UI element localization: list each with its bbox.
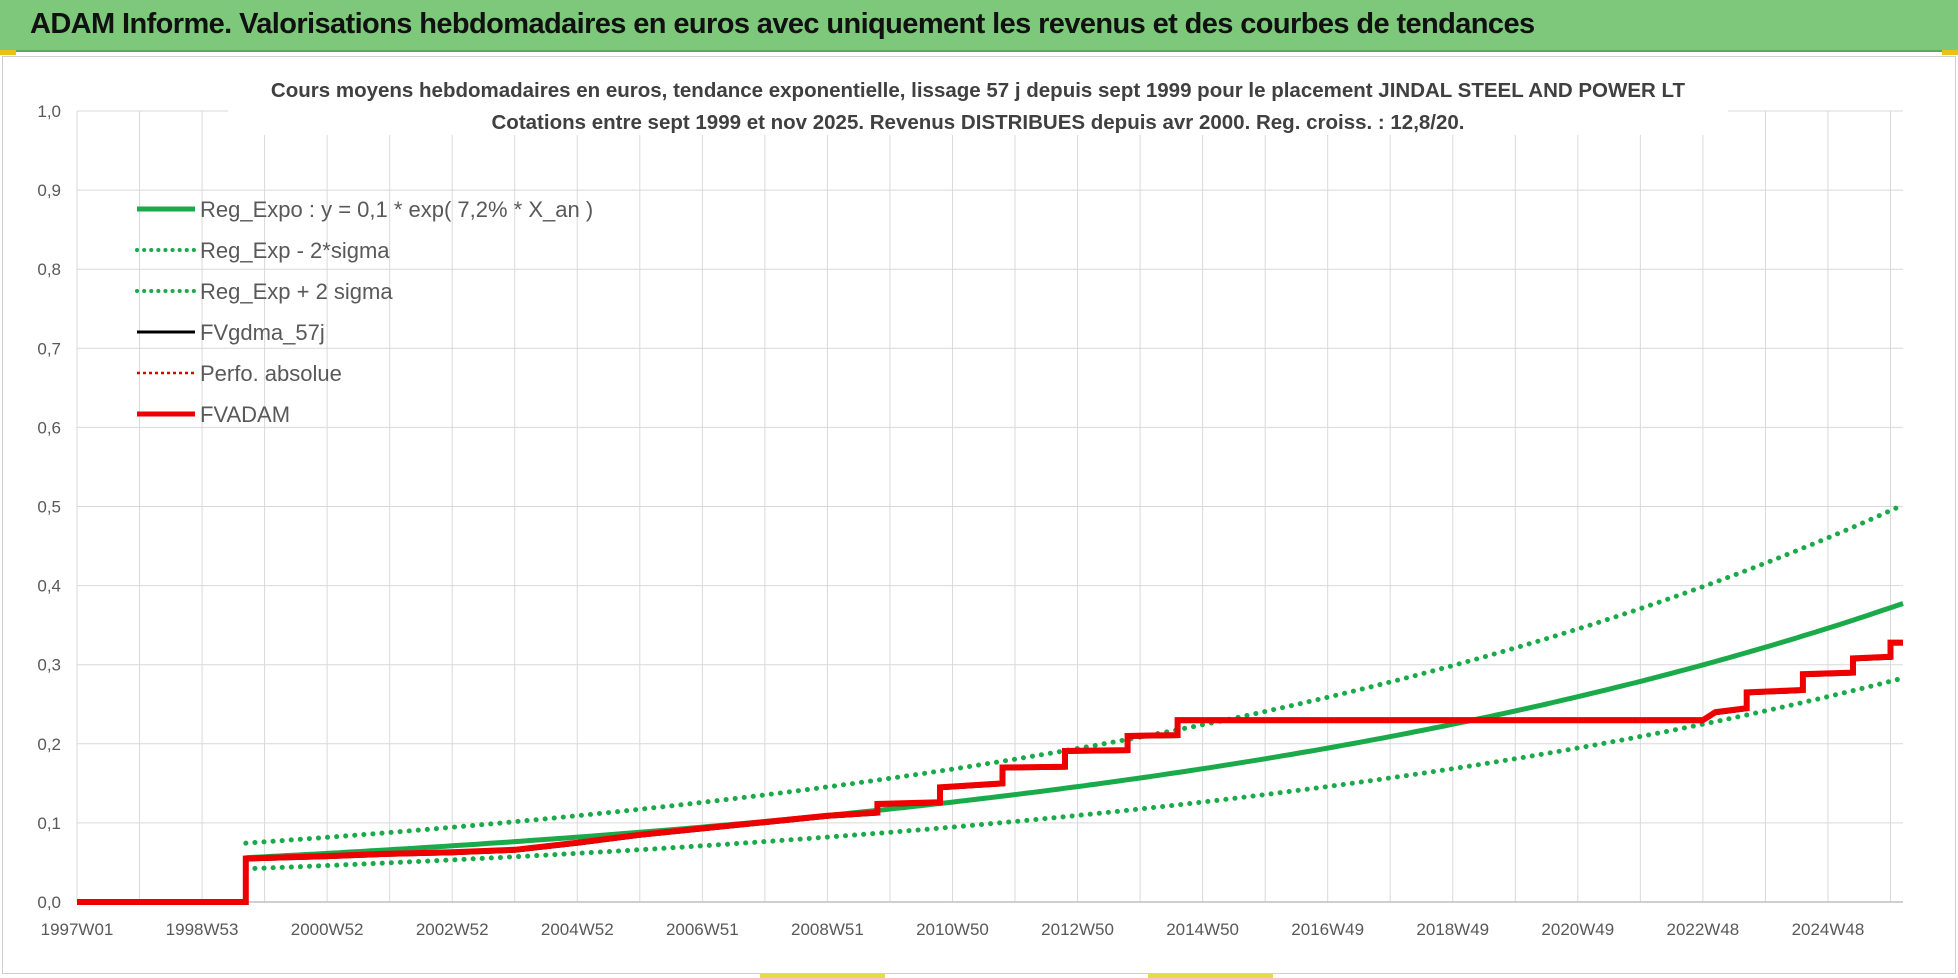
legend-item: Reg_Expo : y = 0,1 * exp( 7,2% * X_an ) [137,197,593,222]
y-tick-label: 0,3 [37,656,61,675]
y-tick-label: 0,8 [37,260,61,279]
legend-label: Perfo. absolue [200,361,342,386]
chart-title-line1: Cours moyens hebdomadaires en euros, ten… [271,79,1686,102]
y-tick-label: 0,4 [37,577,61,596]
title-background [228,71,1728,135]
legend-label: Reg_Exp + 2 sigma [200,279,393,304]
perfo-absolue-line [77,641,1903,903]
legend-item: Reg_Exp - 2*sigma [135,238,390,263]
corner-mark-left [0,50,16,55]
x-tick-label: 2006W51 [666,920,739,939]
y-tick-label: 0,6 [37,418,61,437]
x-tick-label: 2002W52 [416,920,489,939]
legend-item: FVgdma_57j [137,320,325,345]
legend-label: Reg_Exp - 2*sigma [200,238,390,263]
y-tick-label: 0,1 [37,814,61,833]
x-tick-label: 1997W01 [41,920,114,939]
page-title: ADAM Informe. Valorisations hebdomadaire… [30,8,1535,40]
y-tick-label: 0,2 [37,735,61,754]
chart-title-line2: Cotations entre sept 1999 et nov 2025. R… [492,111,1465,134]
reg-exp-minus-2sigma-line [243,675,1906,872]
legend-label: FVADAM [200,402,290,427]
chart-frame: 0,0 0,1 0,2 0,3 0,4 0,5 0,6 0,7 0,8 0,9 1,0 1997W0… [2,56,1956,974]
reg-exp-plus-2sigma-line [243,502,1906,846]
legend-label: FVgdma_57j [200,320,325,345]
x-tick-label: 2012W50 [1041,920,1114,939]
x-axis-ticks: 1997W01 1998W53 2000W52 2002W52 2004W52 2006W… [41,920,1865,939]
fvadam-line [77,639,1903,905]
legend-item: FVADAM [137,402,290,427]
x-tick-label: 1998W53 [166,920,239,939]
y-tick-label: 0,7 [37,339,61,358]
x-tick-label: 2014W50 [1166,920,1239,939]
x-tick-label: 2008W51 [791,920,864,939]
y-tick-label: 0,5 [37,498,61,517]
x-tick-label: 2020W49 [1541,920,1614,939]
reg-expo-line [245,601,1904,861]
bottom-mark-1 [760,974,885,978]
y-tick-label: 0,9 [37,181,61,200]
x-tick-label: 2016W49 [1291,920,1364,939]
corner-mark-right [1942,50,1958,55]
header-bar: ADAM Informe. Valorisations hebdomadaire… [0,0,1958,52]
bottom-mark-2 [1148,974,1273,978]
x-tick-label: 2000W52 [291,920,364,939]
legend-item: Reg_Exp + 2 sigma [135,279,393,304]
legend-label: Reg_Expo : y = 0,1 * exp( 7,2% * X_an ) [200,197,593,222]
y-axis-ticks: 0,0 0,1 0,2 0,3 0,4 0,5 0,6 0,7 0,8 0,9 1,0 [37,102,61,912]
x-tick-label: 2022W48 [1666,920,1739,939]
x-tick-label: 2004W52 [541,920,614,939]
series-layer [77,502,1906,905]
x-tick-label: 2024W48 [1792,920,1865,939]
y-tick-label: 0,0 [37,893,61,912]
legend: Reg_Expo : y = 0,1 * exp( 7,2% * X_an ) R… [135,197,593,427]
x-tick-label: 2018W49 [1416,920,1489,939]
x-tick-label: 2010W50 [916,920,989,939]
legend-item: Perfo. absolue [137,361,342,386]
chart-svg: 0,0 0,1 0,2 0,3 0,4 0,5 0,6 0,7 0,8 0,9 1,0 1997W0… [37,71,1906,939]
y-tick-label: 1,0 [37,102,61,121]
